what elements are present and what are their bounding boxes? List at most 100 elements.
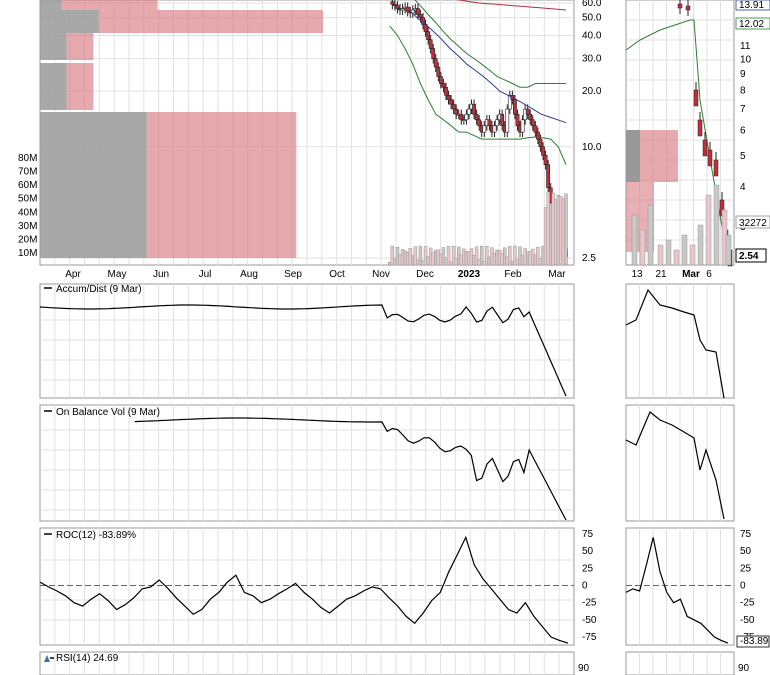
inset-xaxis-tick-label: Mar [682, 269, 700, 280]
vbp-bar-down [40, 112, 147, 258]
volume-tick-label: 80M [18, 153, 37, 164]
volume-bars [388, 191, 568, 266]
inset-xaxis-tick-label: 21 [655, 269, 667, 280]
vbp-bar-down [40, 10, 99, 33]
candle-body [433, 58, 438, 68]
inset-roc-tick-label: -25 [740, 598, 755, 609]
xaxis-tick-label: Mar [548, 269, 566, 280]
candle-body [487, 119, 492, 127]
candle-body [449, 99, 453, 105]
candle-body [467, 108, 471, 115]
inset-price-tick-label: 7 [740, 104, 746, 115]
candle-body [515, 113, 520, 127]
inset-roc-last-box [736, 635, 770, 648]
volume-tick-label: 40M [18, 207, 37, 218]
main-panel-vgrid-2 [54, 284, 560, 398]
inset-price-top-label: 13.91 [739, 0, 764, 11]
xaxis-tick-label: Jun [153, 269, 169, 280]
main-panel-vgrid-3 [54, 405, 560, 521]
volume-bar [390, 245, 395, 266]
inset-volume-label: 32272 [739, 218, 767, 229]
price-tick-label: 30.0 [582, 54, 602, 65]
vbp-bar-up [61, 0, 158, 10]
xaxis-tick-label: May [108, 269, 127, 280]
candle-body [520, 119, 525, 133]
roc-tick-label: 50 [582, 546, 594, 557]
volume-bar [513, 245, 517, 266]
inset-volume-box [735, 215, 770, 229]
inset-volume-bar [639, 229, 646, 266]
candle-body [461, 119, 466, 122]
inset-roc-tick-label: 25 [740, 563, 752, 574]
inset-candle-body [677, 3, 683, 9]
candle-body [525, 108, 530, 115]
main-panel-vgrid-4 [54, 528, 560, 645]
inset-roc-tick-label: 50 [740, 546, 752, 557]
inset-volume-bar [665, 239, 672, 266]
inset-price-mid-label: 12.02 [739, 19, 764, 30]
accum-dist-line [39, 304, 567, 397]
inset-volume-bar [673, 249, 680, 266]
roc-label: ROC(12) -83.89% [56, 530, 136, 541]
candle-body [436, 66, 441, 77]
main-panel-vgrid-5 [54, 652, 560, 675]
volume-tick-label: 70M [18, 167, 37, 178]
inset-volume-bar [647, 204, 654, 266]
inset-price-mid-box [735, 17, 770, 30]
volume-bar [485, 246, 489, 266]
inset-price-tick-label: 8 [740, 85, 746, 96]
main-panels: 80M 70M 60M 50M 40M 30M 20M 10M 60.0 50.0 40.0 30.0… [18, 0, 602, 675]
price-tick-label: 2.5 [582, 253, 596, 264]
inset-roc-line [625, 537, 729, 644]
volume-bar [508, 246, 512, 266]
volume-bar [480, 245, 484, 266]
inset-volume-bar [705, 194, 712, 266]
inset-price-tick-label: 11 [740, 41, 751, 52]
inset-rsi-tick-label: 90 [738, 663, 750, 674]
vbp-bar-down [40, 33, 67, 60]
candle-body [507, 94, 512, 110]
xaxis-tick-label: Oct [329, 269, 345, 280]
roc-tick-label: -75 [582, 632, 597, 643]
inset-price-tick-label: 9 [740, 69, 746, 80]
moving-average-blue [408, 9, 567, 124]
candle-body [415, 8, 420, 15]
candle-body [538, 138, 543, 148]
inset-panel-vgrid-4 [639, 528, 721, 645]
candle-body [426, 31, 431, 40]
price-tick-label: 60.0 [582, 0, 602, 9]
inset-vbp-down [626, 130, 640, 182]
inset-candle-body [702, 139, 708, 157]
inset-volume-bar [681, 234, 688, 266]
volume-by-price [40, 0, 324, 258]
rsi-tick-label: 90 [578, 663, 590, 674]
roc-tick-label: -25 [582, 598, 597, 609]
inset-price-tick-label: 6 [740, 126, 746, 137]
inset-volume-bar [631, 214, 638, 266]
price-tick-label: 50.0 [582, 13, 602, 24]
vbp-bar-up [66, 33, 94, 60]
inset-obv-line [625, 411, 725, 520]
inset-candle-body [685, 5, 691, 11]
bollinger-upper [414, 0, 566, 88]
inset-xaxis-tick-label: 13 [631, 269, 643, 280]
inset-price-tick-label: 10 [740, 54, 752, 65]
candle-body [477, 119, 482, 127]
inset-accum-dist-line [625, 288, 725, 399]
volume-bar [503, 247, 507, 266]
xaxis-tick-label: Nov [372, 269, 390, 280]
inset-roc-tick-label: 0 [740, 581, 746, 592]
vbp-bar-up [146, 112, 297, 258]
candle-body [438, 76, 443, 84]
candle-body [530, 119, 535, 127]
candle-body [500, 113, 505, 127]
xaxis-tick-label: 2023 [458, 269, 481, 280]
candle-body [543, 154, 548, 165]
price-tick-label: 10.0 [582, 142, 602, 153]
candle-body [492, 125, 497, 133]
inset-volume-bar [657, 244, 664, 266]
candle-body [431, 48, 436, 59]
volume-tick-label: 50M [18, 194, 37, 205]
volume-bar [474, 246, 479, 266]
